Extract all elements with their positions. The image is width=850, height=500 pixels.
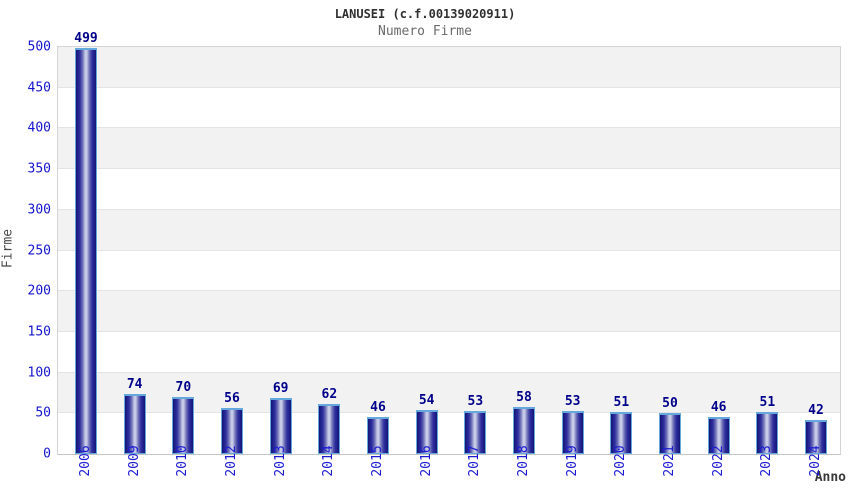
y-tick-label: 250 [27,243,51,259]
bar-2019 [562,411,584,454]
x-tick-label: 2013 [272,445,288,477]
bar-value-label: 74 [126,377,143,392]
bar-2006 [75,48,97,454]
bar-value-label: 58 [516,390,532,405]
bar-2018 [513,407,535,454]
bar-value-label: 70 [175,380,192,395]
bar-value-label: 62 [321,387,338,402]
grid-band [58,169,840,210]
y-tick-label: 50 [35,405,51,421]
y-tick-label: 200 [27,283,51,299]
bar-2021 [659,413,681,454]
bar-value-label: 42 [808,403,824,418]
grid-band [58,331,840,373]
grid-band [58,87,840,129]
bar-2010 [172,397,194,454]
chart-title: LANUSEI (c.f.00139020911) [334,7,516,21]
bar-value-label: 499 [74,31,98,46]
x-tick-label: 2019 [564,445,580,477]
y-tick-label: 100 [27,365,51,381]
bar-2009 [124,394,146,454]
grid-band [58,47,840,88]
grid-line [58,208,840,210]
grid-line [58,127,840,129]
x-tick-label: 2024 [808,445,823,477]
bar-value-label: 46 [710,400,727,415]
x-tick-label: 2009 [126,445,142,477]
grid-line [58,249,840,251]
bar-2023 [756,412,778,454]
bar-2017 [464,411,486,454]
x-tick-label: 2016 [418,445,434,477]
bar-value-label: 51 [759,395,776,410]
x-tick-label: 2017 [467,445,483,477]
y-tick-label: 300 [27,202,51,218]
y-axis-label: Firme [0,228,16,269]
x-axis-label: Anno [814,470,846,485]
plot-area: 499 74 70 56 69 62 46 54 53 58 53 51 50 46 51 42 [57,31,841,455]
x-tick-label: 2018 [516,445,531,477]
grid-line [58,371,840,373]
grid-line [58,168,840,170]
grid-band [58,209,840,251]
x-tick-label: 2012 [224,445,239,477]
y-tick-label: 450 [27,80,51,96]
bar-2024 [805,420,827,454]
y-tick-label: 150 [27,324,51,340]
bar-2013 [270,398,292,454]
chart-subtitle: Numero Firme [378,24,472,39]
x-tick-label: 2022 [710,445,726,477]
bar-value-label: 50 [662,396,678,411]
bar-value-label: 53 [467,394,484,409]
bar-value-label: 54 [418,393,435,408]
y-tick-label: 400 [27,120,51,136]
x-tick-label: 2020 [613,445,629,477]
bar-value-label: 46 [370,400,386,415]
x-tick-label: 2014 [321,445,337,477]
bar-2012 [221,408,243,454]
bar-2020 [610,412,632,454]
y-tick-label: 0 [43,446,51,462]
bar-value-label: 69 [272,381,289,396]
bar-value-label: 56 [224,391,240,406]
y-tick-label: 350 [27,161,51,177]
x-tick-label: 2010 [175,445,191,477]
x-tick-label: 2023 [759,445,775,477]
x-tick-label: 2021 [662,445,677,477]
bar-2015 [367,417,389,454]
bar-2016 [416,410,438,454]
bar-2022 [708,417,730,454]
grid-line [58,290,840,292]
grid-line [58,86,840,88]
grid-line [58,330,840,332]
bar-value-label: 53 [564,394,581,409]
x-tick-label: 2006 [78,445,93,477]
grid-line [58,412,840,414]
bar-2014 [318,404,340,454]
x-tick-label: 2015 [370,445,385,477]
bar-value-label: 51 [613,395,630,410]
grid-band [58,128,840,170]
grid-band [58,250,840,292]
grid-band [58,291,840,332]
y-tick-label: 500 [27,39,51,55]
